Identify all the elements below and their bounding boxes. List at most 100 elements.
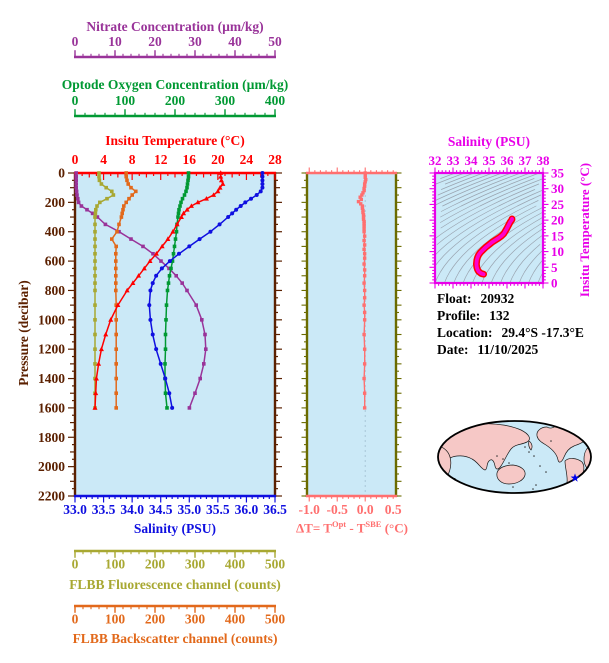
data-point-marker: [194, 303, 198, 307]
data-point-marker: [360, 206, 365, 210]
profile-label: Profile:: [437, 308, 481, 323]
fluorescence-axis-title: FLBB Fluorescence channel (counts): [69, 577, 281, 592]
data-point-marker: [74, 185, 78, 190]
data-point-marker: [98, 200, 102, 205]
data-point-marker: [141, 265, 147, 271]
data-point-marker: [96, 361, 102, 366]
data-point-marker: [98, 346, 104, 352]
data-point-marker: [97, 178, 102, 183]
pressure-tick-label: 200: [45, 195, 66, 210]
map-island-dot: [512, 486, 514, 488]
data-point-marker: [93, 251, 97, 256]
data-point-marker: [363, 180, 367, 184]
data-point-marker: [95, 215, 100, 219]
data-point-marker: [103, 331, 109, 337]
map-island-dot: [532, 488, 534, 490]
fluorescence-tick-label: 200: [145, 557, 166, 572]
float-info-block: Float: 20932 Profile: 132 Location: 29.4°S …: [437, 290, 584, 358]
data-point-marker: [124, 200, 128, 205]
data-point-marker: [238, 204, 243, 209]
data-point-marker: [159, 266, 164, 271]
backscatter-tick-label: 0: [72, 612, 79, 627]
data-point-marker: [362, 238, 366, 243]
ts-temperature-tick-label: 0: [551, 276, 558, 291]
data-point-marker: [178, 204, 182, 208]
location-info-line: Location: 29.4°S -17.3°E: [437, 324, 584, 341]
density-contour-line: [518, 249, 543, 283]
density-contour-line: [435, 200, 539, 283]
data-point-marker: [74, 174, 78, 179]
temperature-tick-label: 16: [183, 152, 197, 167]
density-contour-line: [440, 178, 535, 223]
pressure-axis-title: Pressure (decibar): [16, 280, 31, 386]
data-point-marker: [360, 193, 364, 197]
data-point-marker: [165, 236, 171, 241]
data-point-marker: [114, 288, 118, 293]
map-island-dot: [508, 462, 510, 464]
date-value: 11/10/2025: [477, 342, 539, 357]
pressure-tick-label: 1600: [38, 400, 65, 415]
data-point-marker: [76, 200, 81, 205]
data-point-marker: [114, 318, 118, 322]
data-point-marker: [93, 222, 97, 227]
data-point-marker: [249, 196, 253, 201]
fluorescence-tick-label: 500: [265, 557, 286, 572]
temperature-tick-label: 0: [72, 152, 79, 167]
float-value: 20932: [480, 291, 515, 306]
data-point-marker: [198, 376, 202, 381]
data-point-marker: [364, 177, 368, 182]
ts-temperature-tick-label: 10: [551, 244, 564, 259]
data-point-marker: [217, 184, 223, 190]
data-point-marker: [361, 191, 365, 195]
data-point-marker: [163, 376, 168, 381]
data-point-marker: [203, 332, 207, 337]
density-contour-line: [435, 183, 540, 240]
data-point-marker: [74, 182, 78, 186]
delta-tick-label: -0.5: [327, 502, 349, 517]
ts-curve-group: [472, 215, 516, 278]
density-contour-line: [435, 173, 465, 185]
data-point-marker: [362, 310, 367, 315]
backscatter-axis-title: FLBB Backscatter channel (counts): [72, 631, 278, 646]
delta-t-axis-title: ΔT= TOpt - TSBE (°C): [272, 519, 432, 536]
map-island-dot: [535, 484, 537, 486]
density-contour-line: [490, 228, 543, 283]
temperature-tick-label: 4: [100, 152, 107, 167]
data-point-marker: [115, 229, 119, 234]
data-point-marker: [362, 391, 367, 395]
data-point-marker: [117, 229, 121, 234]
oxygen-tick-label: 400: [265, 93, 286, 108]
ts-temperature-tick-label: 20: [551, 213, 564, 228]
data-point-marker: [159, 259, 163, 263]
data-point-marker: [197, 237, 202, 242]
backscatter-tick-label: 300: [185, 612, 206, 627]
ts-temperature-tick-label: 35: [551, 166, 565, 181]
data-point-marker: [362, 221, 366, 226]
data-point-marker: [93, 266, 97, 271]
profile-series-nitrate: [74, 171, 208, 410]
data-point-marker: [117, 222, 121, 227]
salinity-tick-label: 34.5: [149, 502, 173, 517]
data-point-marker: [114, 332, 118, 337]
ts-temperature-tick-label: 30: [551, 181, 564, 196]
density-contours: [435, 173, 543, 283]
float-label: Float:: [437, 291, 472, 306]
nitrate-axis: 0 10 20 30 40 50: [72, 34, 282, 59]
data-point-marker: [141, 244, 145, 249]
data-point-marker: [362, 227, 366, 231]
nitrate-axis-title: Nitrate Concentration (µm/kg): [86, 19, 264, 34]
data-point-marker: [363, 171, 367, 175]
data-point-marker: [114, 273, 118, 278]
data-point-marker: [360, 204, 365, 208]
data-point-marker: [218, 177, 224, 183]
data-point-marker: [187, 244, 192, 249]
data-point-marker: [93, 390, 99, 396]
data-point-marker: [361, 217, 366, 221]
data-point-marker: [185, 182, 190, 186]
data-point-marker: [362, 234, 367, 238]
data-point-marker: [125, 178, 129, 183]
density-contour-line: [444, 173, 475, 185]
map-island-dot: [545, 471, 547, 473]
data-point-marker: [186, 174, 191, 179]
